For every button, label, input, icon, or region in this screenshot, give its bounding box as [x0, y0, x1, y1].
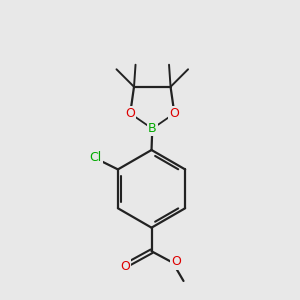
Text: Cl: Cl	[89, 151, 101, 164]
Text: O: O	[120, 260, 130, 273]
Text: O: O	[125, 107, 135, 120]
Text: O: O	[169, 107, 179, 120]
Text: B: B	[148, 122, 157, 135]
Text: O: O	[171, 255, 181, 268]
